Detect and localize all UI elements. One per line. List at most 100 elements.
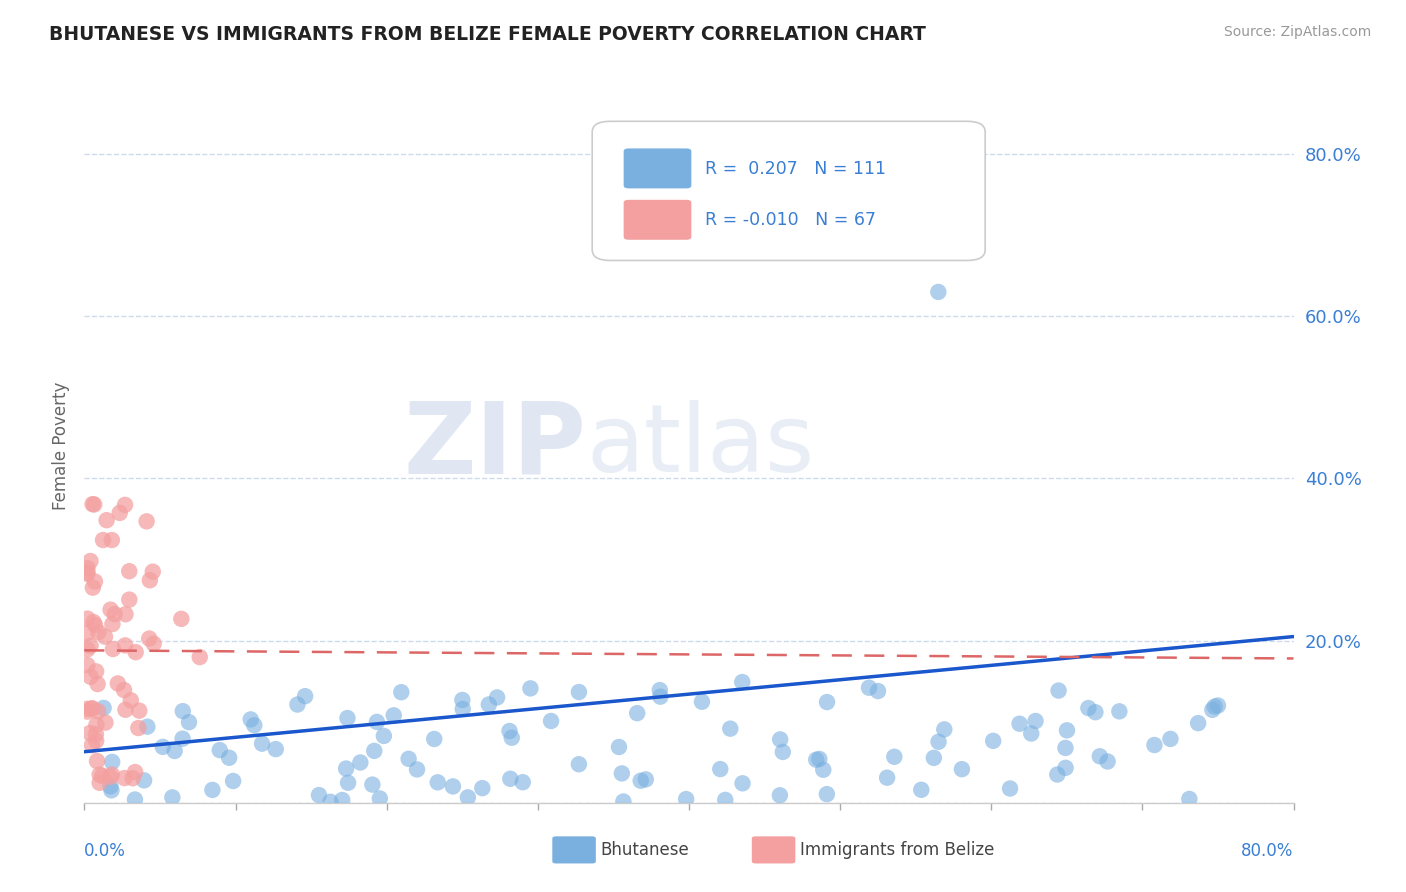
FancyBboxPatch shape: [624, 148, 692, 188]
Point: [250, 737, 273, 751]
Point: [858, 681, 880, 695]
Point: [101, 533, 124, 547]
Point: [152, 739, 174, 754]
Point: [1077, 701, 1099, 715]
Point: [86, 754, 108, 768]
Point: [319, 795, 342, 809]
Point: [107, 676, 129, 690]
Point: [612, 795, 634, 809]
Point: [910, 782, 932, 797]
Point: [84, 618, 107, 632]
FancyBboxPatch shape: [752, 837, 796, 863]
Point: [499, 772, 522, 786]
Point: [1178, 792, 1201, 806]
Point: [83, 498, 105, 512]
Point: [124, 765, 146, 780]
Point: [1201, 703, 1223, 717]
Point: [114, 703, 136, 717]
Point: [84, 574, 107, 589]
Point: [1019, 726, 1042, 740]
Point: [172, 731, 194, 746]
Point: [188, 650, 211, 665]
Point: [808, 752, 831, 766]
Point: [114, 498, 136, 512]
Point: [100, 783, 122, 797]
Point: [335, 762, 357, 776]
Point: [76, 566, 98, 581]
Point: [76, 658, 98, 673]
Text: 0.0%: 0.0%: [84, 842, 127, 860]
Point: [218, 750, 240, 764]
Point: [79, 726, 101, 740]
Text: R = -0.010   N = 67: R = -0.010 N = 67: [704, 211, 876, 228]
Point: [731, 776, 754, 790]
Text: ZIP: ZIP: [404, 398, 586, 494]
Point: [1187, 716, 1209, 731]
Point: [82, 497, 104, 511]
Point: [441, 780, 464, 794]
Point: [634, 772, 657, 787]
Text: atlas: atlas: [586, 400, 814, 492]
Point: [104, 607, 127, 621]
Point: [512, 775, 534, 789]
Text: Source: ZipAtlas.com: Source: ZipAtlas.com: [1223, 25, 1371, 39]
Point: [1097, 755, 1119, 769]
Point: [718, 722, 741, 736]
Point: [731, 675, 754, 690]
Point: [101, 642, 124, 657]
Point: [76, 612, 98, 626]
Point: [815, 787, 838, 801]
Point: [423, 731, 446, 746]
Point: [91, 533, 114, 547]
Point: [1054, 740, 1077, 755]
Point: [1054, 761, 1077, 775]
Point: [457, 790, 479, 805]
Point: [934, 723, 956, 737]
Point: [398, 752, 420, 766]
Point: [714, 793, 737, 807]
Point: [876, 771, 898, 785]
Point: [76, 642, 98, 657]
Point: [769, 732, 792, 747]
FancyBboxPatch shape: [624, 200, 692, 240]
Point: [114, 607, 136, 622]
Point: [928, 735, 950, 749]
Point: [294, 689, 316, 703]
Point: [610, 766, 633, 780]
Point: [486, 690, 509, 705]
Point: [690, 695, 713, 709]
Point: [264, 742, 287, 756]
Point: [607, 739, 630, 754]
Point: [94, 630, 117, 644]
Point: [336, 711, 359, 725]
Point: [1084, 705, 1107, 719]
Point: [308, 788, 330, 802]
Point: [1047, 683, 1070, 698]
Point: [120, 693, 142, 707]
Point: [1008, 716, 1031, 731]
Point: [815, 695, 838, 709]
Point: [79, 554, 101, 568]
Point: [201, 783, 224, 797]
Point: [76, 702, 98, 716]
Point: [93, 701, 115, 715]
Point: [806, 753, 828, 767]
Point: [87, 625, 110, 640]
Point: [243, 718, 266, 732]
Point: [208, 743, 231, 757]
Point: [451, 693, 474, 707]
Point: [89, 776, 111, 790]
Point: [883, 749, 905, 764]
Point: [86, 677, 108, 691]
FancyBboxPatch shape: [592, 121, 986, 260]
Point: [135, 514, 157, 528]
Point: [866, 684, 889, 698]
Point: [89, 767, 111, 781]
Point: [478, 698, 501, 712]
Point: [138, 632, 160, 646]
Point: [950, 762, 973, 776]
Point: [239, 713, 262, 727]
Point: [101, 767, 124, 781]
Point: [84, 665, 107, 679]
Point: [80, 738, 103, 752]
